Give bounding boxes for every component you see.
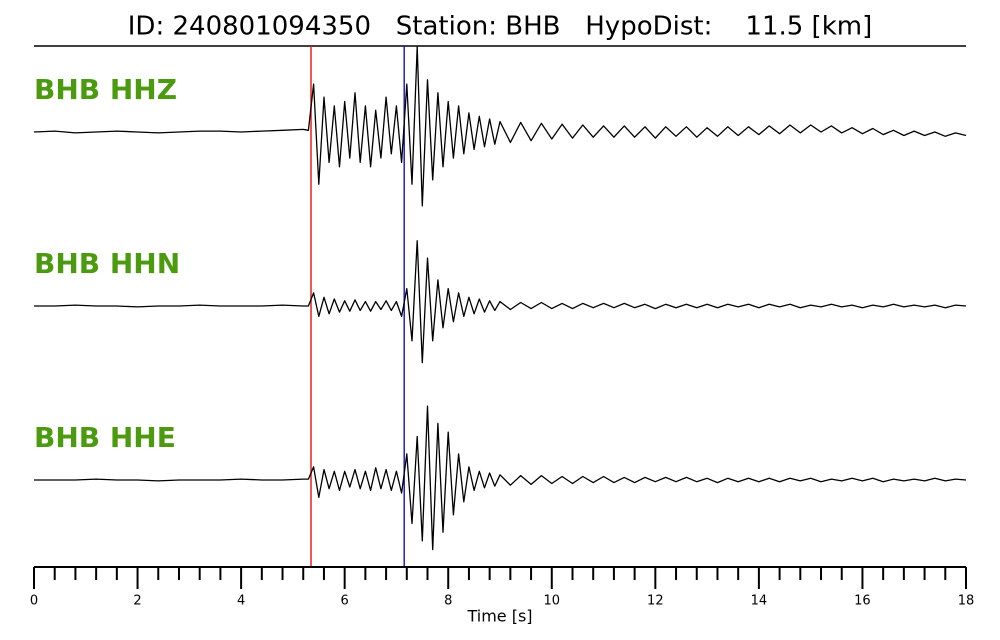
x-tick-label: 6 — [341, 594, 349, 609]
x-tick-label: 12 — [647, 594, 664, 609]
x-tick-label: 2 — [133, 594, 141, 609]
waveform — [34, 405, 967, 551]
waveform — [34, 240, 967, 364]
x-tick-label: 10 — [544, 594, 561, 609]
x-tick-label: 18 — [958, 594, 975, 609]
waveform — [33, 46, 967, 207]
x-tick-label: 4 — [237, 594, 245, 609]
x-tick-label: 0 — [30, 594, 38, 609]
trace-label: BHB HHE — [34, 421, 176, 454]
trace-label: BHB HHZ — [34, 73, 177, 106]
x-tick-label: 8 — [444, 594, 452, 609]
x-axis-label: Time [s] — [466, 607, 532, 626]
chart-title: ID: 240801094350 Station: BHB HypoDist: … — [128, 12, 872, 42]
x-tick-label: 14 — [751, 594, 768, 609]
x-tick-label: 16 — [854, 594, 871, 609]
trace-label: BHB HHN — [34, 247, 180, 280]
